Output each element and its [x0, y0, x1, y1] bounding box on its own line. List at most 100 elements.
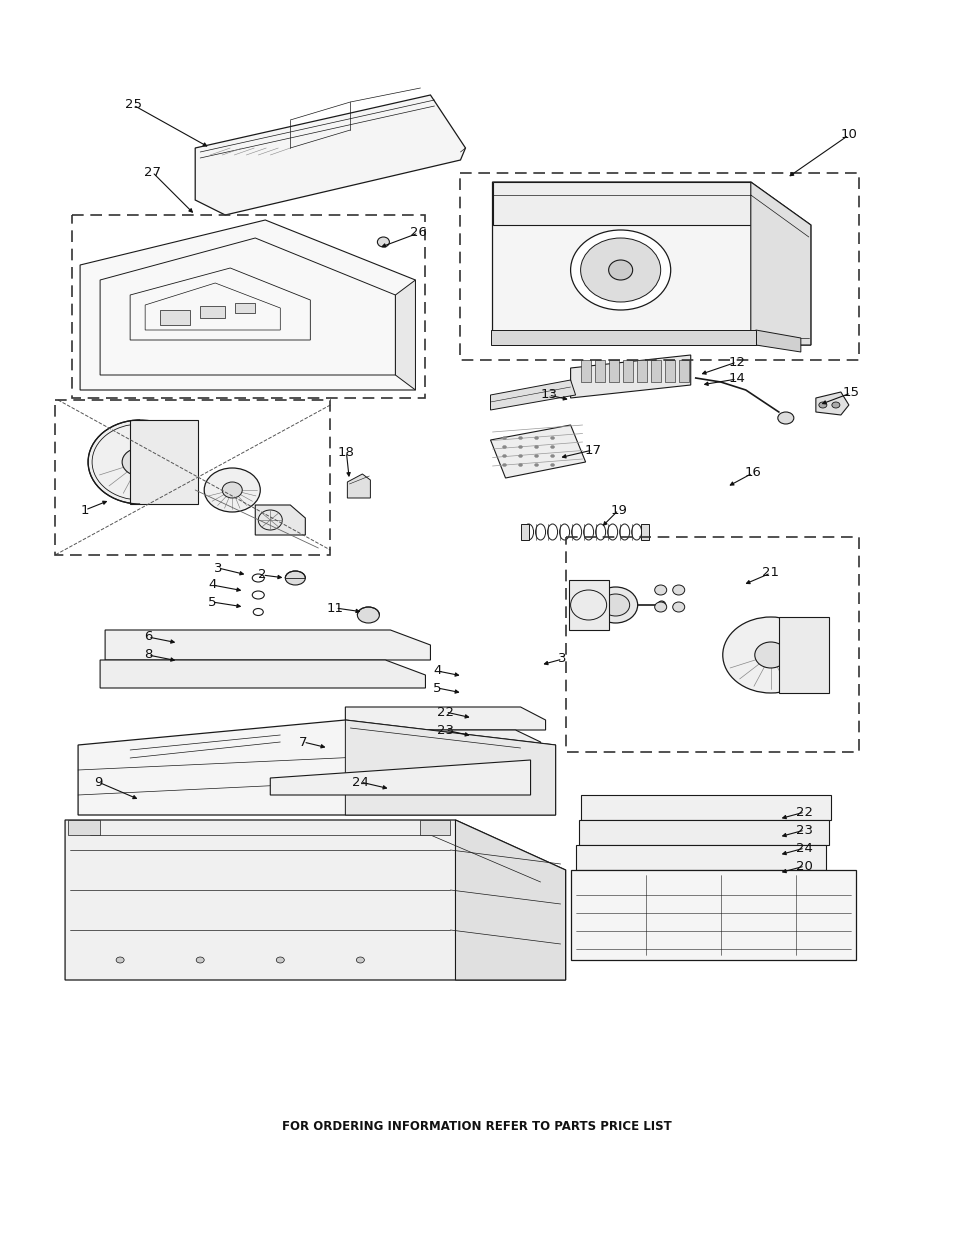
Polygon shape: [345, 720, 555, 815]
Text: 3: 3: [213, 562, 222, 574]
Ellipse shape: [550, 463, 554, 467]
Ellipse shape: [377, 237, 389, 247]
Bar: [580, 359, 590, 382]
Text: 9: 9: [93, 776, 102, 788]
Bar: [72, 215, 425, 398]
Bar: [594, 359, 604, 382]
Polygon shape: [100, 659, 425, 688]
Ellipse shape: [196, 957, 204, 963]
Ellipse shape: [722, 618, 818, 693]
Ellipse shape: [534, 446, 538, 448]
Text: 22: 22: [796, 805, 813, 819]
Ellipse shape: [534, 436, 538, 440]
Ellipse shape: [580, 238, 660, 303]
Bar: [55, 400, 330, 555]
Polygon shape: [492, 182, 810, 345]
Text: 21: 21: [761, 567, 779, 579]
Bar: [636, 359, 646, 382]
Polygon shape: [570, 869, 855, 960]
Polygon shape: [490, 380, 575, 410]
Polygon shape: [455, 820, 565, 981]
Text: 8: 8: [144, 648, 152, 662]
Ellipse shape: [550, 446, 554, 448]
Text: 23: 23: [436, 724, 454, 736]
Bar: [460, 173, 858, 359]
Ellipse shape: [657, 601, 665, 609]
Text: 22: 22: [436, 705, 454, 719]
Text: 26: 26: [410, 226, 426, 240]
Ellipse shape: [672, 585, 684, 595]
Ellipse shape: [777, 412, 793, 424]
Text: 11: 11: [327, 601, 343, 615]
Ellipse shape: [518, 463, 522, 467]
Text: 16: 16: [743, 467, 760, 479]
Bar: [200, 306, 225, 317]
Text: 4: 4: [433, 664, 441, 678]
Text: 5: 5: [208, 595, 216, 609]
Polygon shape: [347, 474, 370, 498]
Text: 13: 13: [539, 389, 557, 401]
Text: 20: 20: [796, 860, 812, 872]
Ellipse shape: [356, 957, 364, 963]
Ellipse shape: [518, 446, 522, 448]
Ellipse shape: [122, 448, 158, 475]
Polygon shape: [80, 220, 415, 390]
Polygon shape: [420, 820, 450, 835]
Ellipse shape: [550, 454, 554, 457]
Ellipse shape: [550, 436, 554, 440]
Ellipse shape: [608, 261, 632, 280]
Ellipse shape: [502, 454, 506, 457]
Text: 6: 6: [144, 631, 152, 643]
Polygon shape: [815, 391, 848, 415]
Bar: [565, 537, 858, 752]
Ellipse shape: [754, 642, 786, 668]
Polygon shape: [778, 618, 828, 693]
Polygon shape: [345, 706, 545, 730]
Ellipse shape: [357, 606, 379, 622]
Ellipse shape: [502, 463, 506, 467]
Polygon shape: [340, 730, 540, 752]
Text: 5: 5: [433, 682, 441, 694]
Polygon shape: [570, 354, 690, 398]
Bar: [678, 359, 688, 382]
Ellipse shape: [502, 436, 506, 440]
Polygon shape: [68, 820, 100, 835]
Bar: [622, 359, 632, 382]
Text: 7: 7: [298, 736, 307, 748]
Ellipse shape: [601, 594, 629, 616]
Ellipse shape: [654, 585, 666, 595]
Text: 2: 2: [257, 568, 266, 582]
Polygon shape: [640, 524, 648, 540]
Ellipse shape: [570, 230, 670, 310]
Polygon shape: [130, 420, 198, 504]
Polygon shape: [78, 720, 555, 815]
Ellipse shape: [518, 436, 522, 440]
Text: 24: 24: [796, 841, 812, 855]
Bar: [650, 359, 660, 382]
Polygon shape: [755, 330, 800, 352]
Polygon shape: [568, 580, 608, 630]
Text: 1: 1: [81, 504, 90, 516]
Polygon shape: [578, 820, 828, 845]
Ellipse shape: [654, 601, 666, 613]
Polygon shape: [580, 795, 830, 820]
Text: 25: 25: [125, 99, 141, 111]
Bar: [235, 303, 255, 312]
Ellipse shape: [534, 454, 538, 457]
Bar: [608, 359, 618, 382]
Text: 17: 17: [583, 443, 600, 457]
Text: 18: 18: [337, 446, 355, 458]
Polygon shape: [395, 280, 415, 390]
Polygon shape: [520, 524, 528, 540]
Text: 27: 27: [144, 165, 160, 179]
Polygon shape: [750, 182, 810, 345]
Bar: [664, 359, 674, 382]
Polygon shape: [490, 425, 585, 478]
Ellipse shape: [502, 446, 506, 448]
Text: 12: 12: [727, 356, 744, 368]
Polygon shape: [195, 95, 465, 215]
Ellipse shape: [593, 587, 637, 622]
Text: 14: 14: [727, 373, 744, 385]
Ellipse shape: [534, 463, 538, 467]
Ellipse shape: [285, 571, 305, 585]
